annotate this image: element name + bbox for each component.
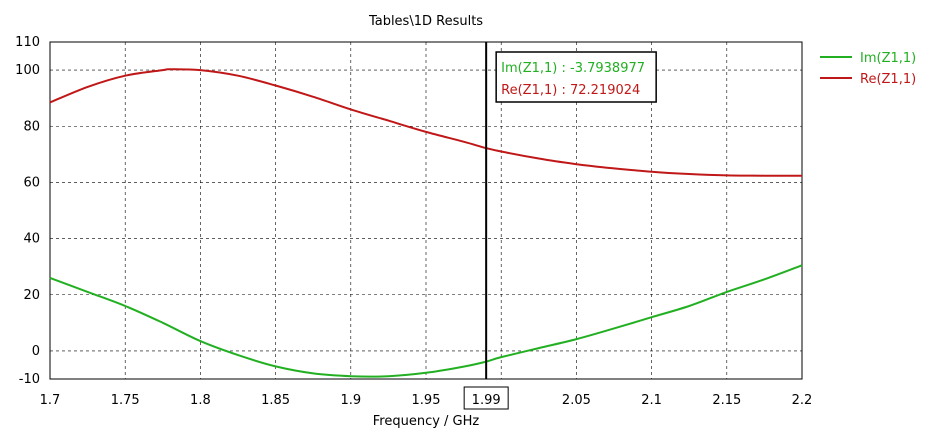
marker-label-box[interactable] [463,386,509,410]
grid [50,42,802,379]
x-tick-label: 2.1 [641,393,662,408]
series-line-im [49,264,803,378]
y-tick-label: 80 [23,119,40,134]
y-tick-label: 100 [15,63,40,78]
marker-x-label: 1.99 [472,393,501,408]
y-tick-label: 60 [23,175,40,190]
x-tick-label: 1.9 [340,393,361,408]
x-tick-label: 2.2 [792,393,813,408]
x-axis-label: Frequency / GHz [373,414,480,429]
marker-readout-im: Im(Z1,1) : -3.7938977 [501,61,645,76]
plot-area [49,41,803,380]
y-tick-label: 110 [15,35,40,50]
series-line-re [49,68,803,177]
marker-readout-box [495,51,657,103]
x-axis: 1.7 1.75 1.8 1.85 1.9 1.95 2.05 2.1 2.15 2.2 [40,393,813,408]
legend: Im(Z1,1) Re(Z1,1) [820,51,916,87]
marker-readout-re: Re(Z1,1) : 72.219024 [501,83,640,98]
legend-label: Im(Z1,1) [860,51,916,66]
x-tick-label: 2.05 [562,393,591,408]
x-tick-label: 1.85 [261,393,290,408]
x-tick-label: 1.8 [190,393,211,408]
y-axis: -10 0 20 40 60 80 100 110 [15,35,40,387]
chart-title: Tables\1D Results [368,14,483,29]
x-tick-label: 1.7 [40,393,61,408]
x-tick-label: 1.75 [111,393,140,408]
y-tick-label: -10 [19,372,40,387]
y-tick-label: 0 [32,344,40,359]
x-tick-label: 2.15 [712,393,741,408]
series-layer [49,68,803,378]
y-tick-label: 40 [23,232,40,247]
legend-label: Re(Z1,1) [860,72,916,87]
y-tick-label: 20 [23,288,40,303]
x-tick-label: 1.95 [412,393,441,408]
